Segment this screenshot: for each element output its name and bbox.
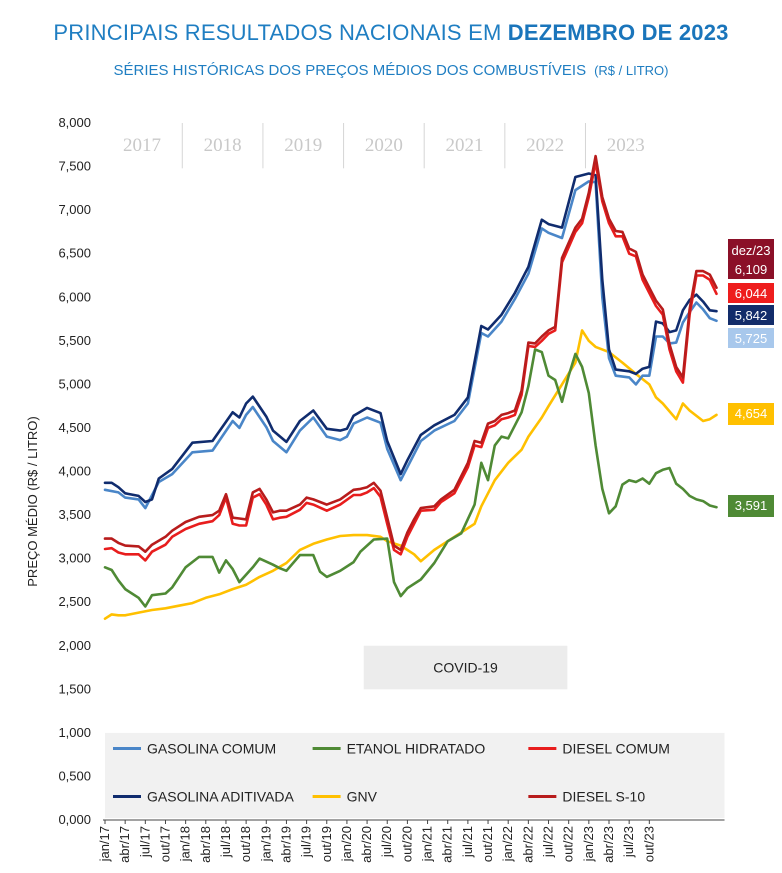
axes: 0,000 0,500 1,000 1,500 2,000 2,500 3,000 3,500… <box>25 115 725 863</box>
y-axis-label: PREÇO MÉDIO (R$ / LITRO) <box>25 416 40 586</box>
badge-bg <box>728 259 774 279</box>
page-subtitle: SÉRIES HISTÓRICAS DOS PREÇOS MÉDIOS DOS … <box>0 62 782 79</box>
badge-bg <box>728 283 774 303</box>
y-tick-label: 2,500 <box>58 594 91 609</box>
x-tick-label: abr/17 <box>117 826 132 863</box>
badge-bg <box>728 305 774 325</box>
y-tick-label: 6,000 <box>58 289 91 304</box>
legend-label: DIESEL COMUM <box>562 741 670 757</box>
y-tick-label: 7,000 <box>58 202 91 217</box>
x-tick-label: abr/23 <box>601 826 616 863</box>
legend-label: ETANOL HIDRATADO <box>347 741 486 757</box>
x-tick-label: abr/20 <box>359 826 374 863</box>
y-tick-label: 1,500 <box>58 681 91 696</box>
x-tick-label: jan/22 <box>500 826 515 862</box>
series-line-gasolina-aditivada <box>103 172 718 504</box>
x-tick-label: out/23 <box>641 826 656 862</box>
x-tick-label: out/18 <box>238 826 253 862</box>
legend-label: DIESEL S-10 <box>562 788 645 804</box>
year-label-2019: 2019 <box>284 135 322 156</box>
legend-label: GASOLINA COMUM <box>147 741 276 757</box>
y-tick-label: 1,000 <box>58 725 91 740</box>
badge-value: 6,109 <box>735 262 768 277</box>
badge-bg <box>728 403 774 425</box>
badge-value: 5,842 <box>735 308 768 323</box>
legend-label: GNV <box>347 788 378 804</box>
year-label-2022: 2022 <box>526 135 564 156</box>
y-tick-label: 7,500 <box>58 159 91 174</box>
x-tick-label: jan/18 <box>178 826 193 862</box>
y-tick-label: 6,500 <box>58 246 91 261</box>
badge-value: 3,591 <box>735 498 768 513</box>
x-tick-label: jul/17 <box>137 826 152 858</box>
series-line-etanol-hidratado <box>103 348 718 608</box>
x-tick-label: jul/20 <box>379 826 394 858</box>
end-value-badges: dez/23 6,109 6,044 5,842 5,725 4,654 3,591 <box>728 239 774 517</box>
x-tick-label: abr/21 <box>440 826 455 863</box>
title-prefix: PRINCIPAIS RESULTADOS NACIONAIS EM <box>53 20 508 45</box>
x-tick-label: out/21 <box>480 826 495 862</box>
x-tick-label: abr/19 <box>278 826 293 863</box>
year-label-2020: 2020 <box>365 135 403 156</box>
x-tick-label: jan/19 <box>258 826 273 862</box>
y-tick-label: 5,000 <box>58 376 91 391</box>
y-tick-label: 5,500 <box>58 333 91 348</box>
year-label-2021: 2021 <box>446 135 484 156</box>
x-tick-label: jan/20 <box>339 826 354 862</box>
series-line-gnv <box>103 329 718 620</box>
x-tick-label: jul/18 <box>218 826 233 858</box>
legend: GASOLINA COMUM ETANOL HIDRATADO DIESEL COM… <box>105 732 725 818</box>
y-tick-label: 4,500 <box>58 420 91 435</box>
covid-band: COVID-19 <box>363 645 568 690</box>
x-tick-label: jul/22 <box>541 826 556 858</box>
x-tick-label: out/19 <box>319 826 334 862</box>
badge-value: 6,044 <box>735 286 768 301</box>
badge-bg <box>728 495 774 517</box>
covid-band-rect <box>363 645 568 690</box>
year-label-2018: 2018 <box>204 135 242 156</box>
subtitle-unit: (R$ / LITRO) <box>594 63 669 78</box>
badge-bg <box>728 328 774 348</box>
year-bands: 2017 2018 2019 2020 2021 2022 2023 <box>123 123 645 169</box>
y-tick-label: 0,000 <box>58 812 91 827</box>
y-tick-label: 3,000 <box>58 551 91 566</box>
badge-value: 4,654 <box>735 406 768 421</box>
x-tick-label: jul/23 <box>621 826 636 858</box>
series-line-diesel-s-10 <box>103 154 718 553</box>
title-bold: DEZEMBRO DE 2023 <box>507 20 729 45</box>
series-line-diesel-comum <box>103 160 718 562</box>
x-tick-label: jan/21 <box>420 826 435 862</box>
badge-header: dez/23 <box>731 243 770 258</box>
x-tick-label: out/17 <box>157 826 172 862</box>
y-tick-label: 8,000 <box>58 115 91 130</box>
covid-label: COVID-19 <box>433 660 498 676</box>
x-tick-label: out/22 <box>561 826 576 862</box>
y-tick-label: 2,000 <box>58 638 91 653</box>
badge-header-bg <box>728 239 774 261</box>
legend-box <box>105 732 725 818</box>
year-label-2017: 2017 <box>123 135 161 156</box>
series-line-gasolina-comum <box>103 180 718 510</box>
badge-value: 5,725 <box>735 331 768 346</box>
y-tick-label: 0,500 <box>58 768 91 783</box>
x-tick-label: abr/22 <box>520 826 535 863</box>
series-lines <box>103 154 718 620</box>
subtitle-text: SÉRIES HISTÓRICAS DOS PREÇOS MÉDIOS DOS … <box>113 62 587 79</box>
x-tick-label: jul/19 <box>299 826 314 858</box>
x-tick-label: jan/17 <box>97 826 112 862</box>
year-label-2023: 2023 <box>607 135 645 156</box>
legend-label: GASOLINA ADITIVADA <box>147 788 294 804</box>
x-tick-label: out/20 <box>399 826 414 862</box>
x-tick-label: jul/21 <box>460 826 475 858</box>
y-tick-label: 4,000 <box>58 464 91 479</box>
y-tick-label: 3,500 <box>58 507 91 522</box>
page-title: PRINCIPAIS RESULTADOS NACIONAIS EM DEZEM… <box>0 20 782 46</box>
x-tick-label: abr/18 <box>198 826 213 863</box>
x-tick-label: jan/23 <box>581 826 596 862</box>
